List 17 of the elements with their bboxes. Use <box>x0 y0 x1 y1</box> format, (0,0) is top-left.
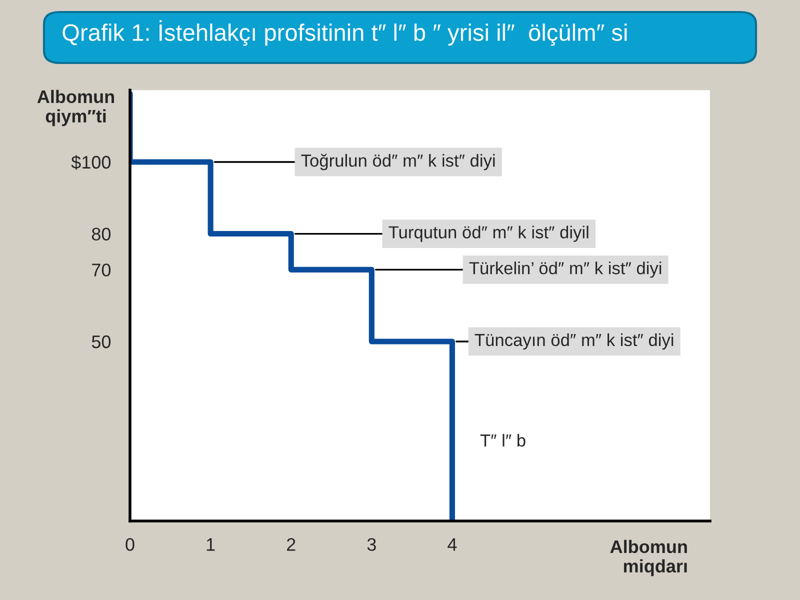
annotation: Turqutun öd″ m″ k ist″ diyil <box>388 226 588 242</box>
x-tick-label: 0 <box>126 538 134 551</box>
x-tick-label: 4 <box>448 538 457 551</box>
y-tick-label: 50 <box>92 335 111 348</box>
y-tick-label: 70 <box>92 264 111 276</box>
y-axis-title: Albomun qiym″ti <box>37 90 114 126</box>
x-tick-label: 2 <box>287 538 296 551</box>
annotation: Türkelin’ öd″ m″ k ist″ diyi <box>469 262 662 278</box>
y-tick-label: $100 <box>71 155 111 170</box>
y-tick-label: 80 <box>92 228 111 240</box>
x-tick-label: 3 <box>367 538 376 551</box>
annotation: Tüncayın öd″ m″ k ist″ diyi <box>474 333 674 350</box>
x-axis-title: Albomun miqdarı <box>610 540 687 576</box>
annotation: Toğrulun öd″ m″ k ist″ diyi <box>301 154 495 170</box>
chart-title: Qrafik 1: İstehlakçı profsitinin t″ l″ b ″ yrisi il″ ölçülm″ si <box>62 20 627 46</box>
annotation: T″ l″ b <box>480 434 526 447</box>
x-tick-label: 1 <box>206 538 215 551</box>
